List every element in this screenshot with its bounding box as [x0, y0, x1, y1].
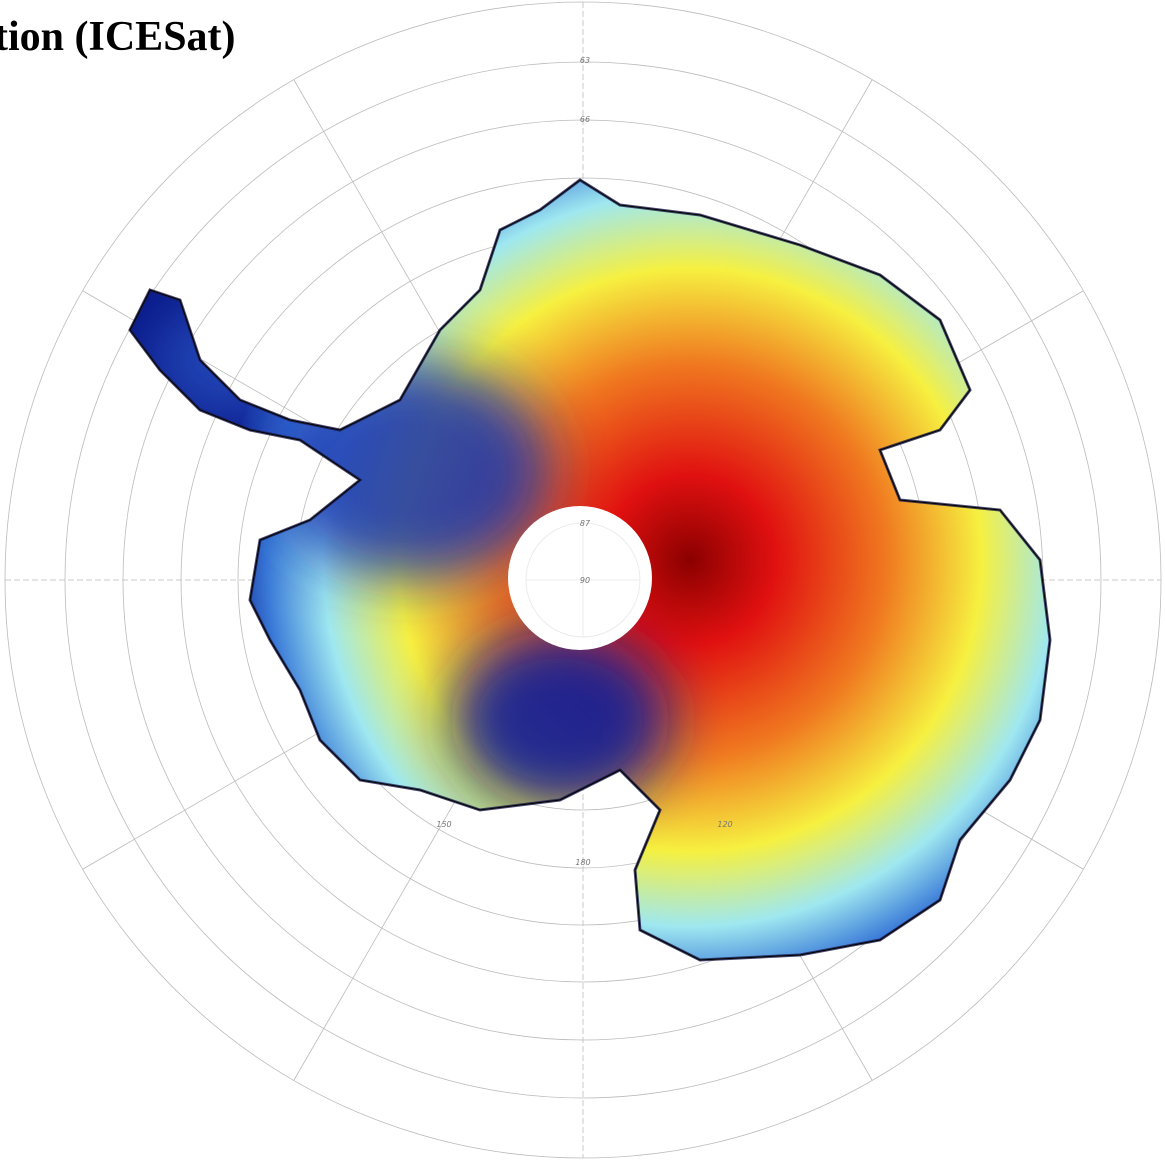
- latitude-label: 90: [580, 576, 590, 585]
- longitude-label: 120: [717, 820, 732, 829]
- latitude-label: 66: [580, 115, 590, 124]
- longitude-label: 180: [575, 858, 590, 867]
- antarctica-elevation: [100, 170, 1080, 970]
- longitude-label: 150: [436, 820, 451, 829]
- map-title: tion (ICESat): [0, 14, 236, 60]
- map: 63 66 87 90 150 180 120 tion (ICESat): [0, 0, 1165, 1163]
- latitude-label: 87: [580, 519, 591, 528]
- page: 63 66 87 90 150 180 120 tion (ICESat) ((…: [0, 0, 1165, 1163]
- latitude-label: 63: [580, 56, 590, 65]
